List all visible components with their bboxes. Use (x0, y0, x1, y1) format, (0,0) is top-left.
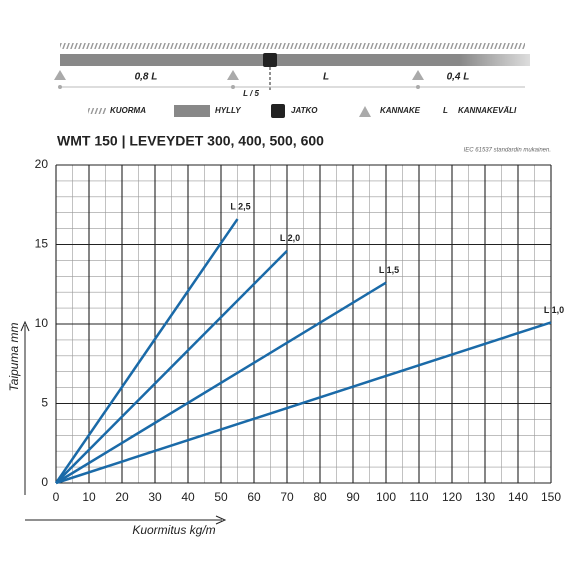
chart-title: WMT 150 | LEVEYDET 300, 400, 500, 600 (57, 133, 324, 149)
span-dot (231, 85, 235, 89)
shelf-bar (60, 54, 530, 66)
support (412, 70, 424, 80)
x-axis-label: Kuormitus kg/m (132, 523, 215, 537)
support (227, 70, 239, 80)
x-tick-label: 50 (214, 490, 228, 504)
x-tick-label: 10 (82, 490, 96, 504)
x-tick-label: 0 (53, 490, 60, 504)
series-line (55, 321, 552, 485)
legend-symbol (88, 108, 106, 114)
legend-symbol (174, 105, 210, 117)
legend-label: KANNAKEVÄLI (458, 106, 517, 115)
y-tick-label: 20 (35, 157, 49, 171)
shelf-diagram: 0,8 L L 0,4 L L / 5 KUORMA HYLLY JATKO K… (54, 43, 530, 118)
load-hatch (60, 43, 525, 49)
x-arrow (25, 515, 227, 525)
series-label: L 1,5 (379, 265, 399, 275)
joint (263, 53, 277, 67)
x-tick-label: 40 (181, 490, 195, 504)
series-label: L 1,0 (544, 305, 564, 315)
y-tick-label: 15 (35, 237, 49, 251)
x-tick-label: 20 (115, 490, 129, 504)
y-tick-label: 5 (41, 396, 48, 410)
span-label: L (323, 72, 329, 83)
x-tick-label: 100 (376, 490, 396, 504)
x-tick-label: 150 (541, 490, 561, 504)
y-arrow (20, 320, 30, 495)
y-tick-label: 0 (41, 475, 48, 489)
legend-label: HYLLY (215, 106, 241, 115)
x-tick-label: 90 (346, 490, 360, 504)
legend-label: JATKO (291, 106, 318, 115)
span-dot (416, 85, 420, 89)
legend-label: KUORMA (110, 106, 146, 115)
y-tick-label: 10 (35, 316, 49, 330)
span-dot (58, 85, 62, 89)
x-tick-label: 120 (442, 490, 462, 504)
span-label: 0,4 L (447, 72, 470, 83)
series-line (55, 249, 288, 484)
legend-symbol (271, 104, 285, 118)
x-tick-label: 140 (508, 490, 528, 504)
x-tick-label: 60 (247, 490, 261, 504)
span-label: 0,8 L (135, 72, 158, 83)
joint-label: L / 5 (243, 89, 259, 98)
x-tick-label: 70 (280, 490, 294, 504)
x-tick-label: 110 (409, 490, 428, 504)
support (54, 70, 66, 80)
legend-symbol (359, 106, 371, 117)
x-tick-label: 130 (475, 490, 495, 504)
legend-label: KANNAKE (380, 106, 421, 115)
x-tick-label: 30 (148, 490, 162, 504)
series-label: L 2,5 (230, 201, 250, 211)
y-axis-label: Taipuma mm (7, 323, 21, 392)
chart-note: IEC 61537 standardin mukainen. (464, 148, 551, 154)
series-label: L 2,0 (280, 233, 300, 243)
x-tick-label: 80 (313, 490, 327, 504)
series-line (55, 281, 387, 485)
legend-symbol: L (443, 106, 448, 115)
series-line (54, 218, 239, 484)
